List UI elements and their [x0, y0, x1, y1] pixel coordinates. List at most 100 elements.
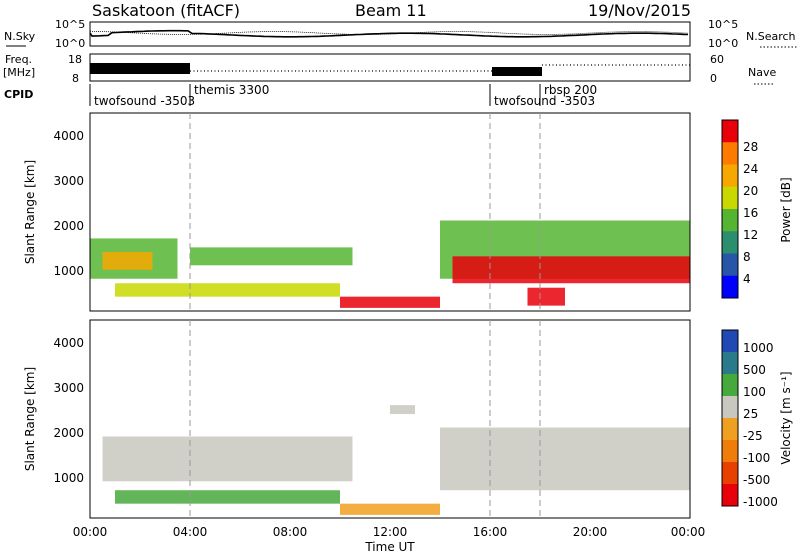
power-panel-frame	[89, 112, 691, 312]
xtick-0400: 04:00	[173, 525, 208, 539]
power-colorbar-frame	[721, 119, 739, 299]
power-colorbar-swatch-7	[722, 275, 738, 299]
xtick-0000: 00:00	[73, 525, 108, 539]
velocity-colorbar-swatch-5	[722, 440, 738, 463]
velocity-colorbar-label: Velocity [m s⁻¹]	[779, 371, 793, 464]
velocity-colorbar-swatch-1	[722, 352, 738, 375]
power-colorbar-swatch-3	[722, 186, 738, 210]
power-ylabel: Slant Range [km]	[23, 160, 37, 264]
vel-cbtick-neg25: -25	[743, 429, 763, 443]
power-colorbar-swatch-4	[722, 209, 738, 232]
power-heatmap	[90, 220, 690, 308]
power-region-4	[340, 296, 440, 308]
velocity-ytick-2000: 2000	[53, 426, 84, 440]
nave-tick-top: 60	[710, 53, 724, 66]
freq-unit-label: [MHz]	[3, 66, 35, 79]
cpid-row: CPID twofsound -3503 themis 3300 twofsou…	[4, 83, 597, 108]
freq-trace-block-2	[492, 67, 542, 76]
radar-title: Saskatoon (fitACF)	[92, 1, 240, 20]
power-ytick-4000: 4000	[53, 129, 84, 143]
velocity-colorbar-swatch-4	[722, 418, 738, 441]
cpid-segment-4: rbsp 200	[544, 83, 597, 97]
power-region-2	[190, 247, 353, 266]
velocity-region-1	[115, 490, 340, 504]
power-colorbar-swatch-0	[722, 120, 738, 143]
noise-search-label: N.Search	[746, 30, 796, 43]
velocity-region-2	[340, 503, 440, 515]
power-cbtick-20: 20	[743, 184, 758, 198]
vel-cbtick-1000: 1000	[743, 341, 774, 355]
xtick-0000-end: 00:00	[671, 525, 706, 539]
freq-label: Freq.	[5, 53, 32, 66]
cpid-label: CPID	[4, 88, 33, 101]
power-cbtick-4: 4	[743, 272, 751, 286]
noise-left-tick-bottom: 10^0	[55, 37, 85, 50]
vel-cbtick-100: 100	[743, 385, 766, 399]
vel-cbtick-neg500: -500	[743, 473, 770, 487]
velocity-colorbar	[722, 330, 738, 507]
vel-cbtick-neg100: -100	[743, 451, 770, 465]
cpid-segment-2: themis 3300	[194, 83, 269, 97]
power-colorbar	[722, 120, 738, 299]
velocity-heatmap	[102, 405, 690, 515]
noise-search-trace	[89, 30, 689, 35]
freq-tick-top: 18	[68, 53, 82, 66]
power-colorbar-swatch-5	[722, 231, 738, 254]
xtick-0800: 08:00	[273, 525, 308, 539]
cpid-segment-1: twofsound -3503	[94, 94, 195, 108]
power-ytick-3000: 3000	[53, 174, 84, 188]
power-ytick-1000: 1000	[53, 264, 84, 278]
velocity-panel: 4000 3000 2000 1000 Slant Range [km] 100…	[23, 319, 793, 519]
velocity-region-4	[390, 405, 415, 415]
power-colorbar-swatch-2	[722, 164, 738, 188]
power-cbtick-28: 28	[743, 140, 758, 154]
cpid-segment-3: twofsound -3503	[494, 94, 595, 108]
x-axis: 00:00 04:00 08:00 12:00 16:00 20:00 00:0…	[73, 525, 706, 554]
noise-left-tick-top: 10^5	[55, 18, 85, 31]
power-cbtick-24: 24	[743, 162, 758, 176]
beam-label: Beam 11	[355, 1, 427, 20]
velocity-colorbar-swatch-6	[722, 462, 738, 485]
freq-tick-bottom: 8	[72, 72, 79, 85]
power-colorbar-swatch-1	[722, 142, 738, 165]
noise-right-tick-bottom: 10^0	[708, 37, 738, 50]
date-label: 19/Nov/2015	[588, 1, 691, 20]
xtick-1200: 12:00	[373, 525, 408, 539]
power-region-7	[527, 287, 565, 306]
xtick-2000: 20:00	[573, 525, 608, 539]
velocity-region-3	[440, 427, 690, 491]
noise-sky-trace	[89, 29, 689, 38]
nave-label: Nave	[748, 66, 776, 79]
power-panel: 4000 3000 2000 1000 Slant Range [km] 28 …	[23, 112, 793, 312]
frequency-panel: Freq. [MHz] 18 8 60 0 Nave	[3, 53, 776, 85]
noise-right-tick-top: 10^5	[708, 18, 738, 31]
freq-trace-block-1	[90, 63, 190, 74]
velocity-colorbar-swatch-0	[722, 330, 738, 353]
noise-panel: N.Sky 10^5 10^0 10^5 10^0 N.Search	[4, 18, 797, 50]
power-cbtick-8: 8	[743, 250, 751, 264]
power-colorbar-swatch-6	[722, 253, 738, 277]
xtick-1600: 16:00	[473, 525, 508, 539]
velocity-colorbar-swatch-7	[722, 484, 738, 507]
nave-tick-bottom: 0	[710, 72, 717, 85]
velocity-colorbar-swatch-2	[722, 374, 738, 397]
velocity-ytick-1000: 1000	[53, 471, 84, 485]
power-region-3	[115, 283, 340, 297]
power-ytick-2000: 2000	[53, 219, 84, 233]
velocity-ytick-4000: 4000	[53, 336, 84, 350]
power-cbtick-16: 16	[743, 206, 758, 220]
velocity-colorbar-swatch-3	[722, 396, 738, 419]
velocity-ytick-3000: 3000	[53, 381, 84, 395]
velocity-ylabel: Slant Range [km]	[23, 367, 37, 471]
velocity-colorbar-frame	[721, 329, 739, 507]
velocity-panel-frame	[89, 319, 691, 519]
power-colorbar-label: Power [dB]	[779, 177, 793, 242]
power-region-1	[102, 251, 153, 270]
vel-cbtick-neg1000: -1000	[743, 495, 778, 509]
power-region-6	[452, 256, 690, 284]
noise-sky-label: N.Sky	[4, 30, 36, 43]
velocity-region-0	[102, 436, 353, 482]
vel-cbtick-25: 25	[743, 407, 758, 421]
x-axis-label: Time UT	[364, 540, 415, 554]
